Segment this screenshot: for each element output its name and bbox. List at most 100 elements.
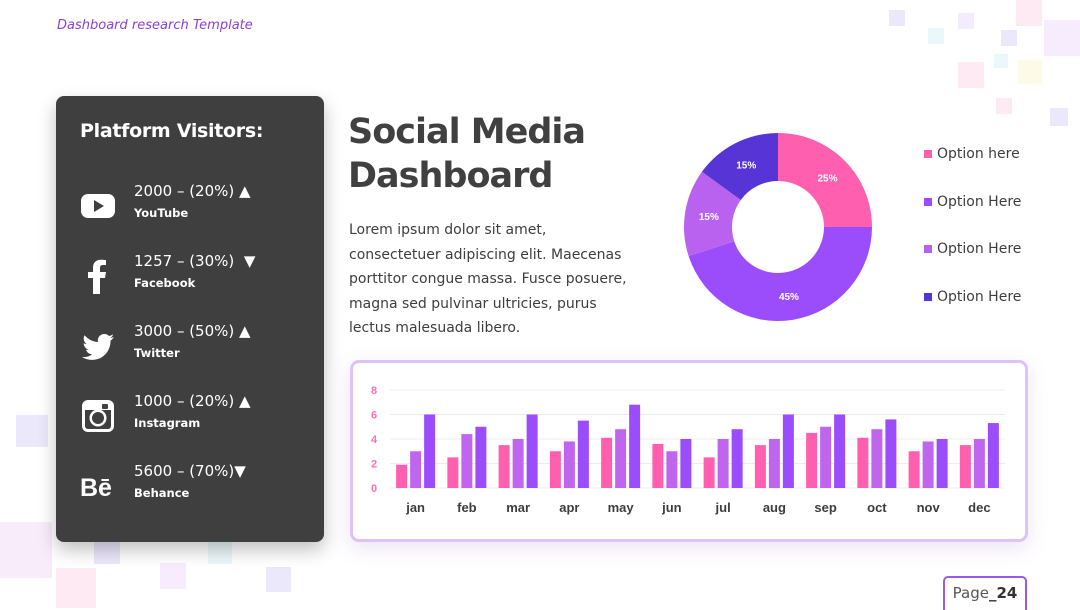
platform-name: Instagram [134,416,201,430]
platform-visitors-title: Platform Visitors: [80,120,264,142]
bar [782,414,794,488]
platform-row-facebook: 1257 – (30%) ▼ Facebook [80,252,310,302]
bar [629,404,641,488]
legend-swatch [924,292,932,301]
x-tick-label: dec [968,500,990,515]
trend-up-icon: ▲ [239,392,251,410]
x-tick-label: aug [763,500,786,515]
x-tick-label: jan [405,500,425,515]
behance-icon: Bē [80,468,116,504]
platform-name: Facebook [134,276,196,290]
legend-swatch [924,150,932,158]
bar [424,414,436,488]
bar [601,437,613,488]
bar [512,439,524,488]
decorative-square [1001,30,1017,46]
bar [871,429,883,488]
platform-row-instagram: 1000 – (20%) ▲ Instagram [80,392,310,442]
y-tick-label: 2 [371,459,377,471]
bar [396,464,408,488]
legend-swatch [924,245,932,254]
bar [959,445,971,488]
bar [922,441,934,488]
decorative-square [889,10,905,26]
decorative-square [1018,60,1042,84]
bar [936,439,948,488]
legend-item: Option Here [924,285,1021,333]
decorative-square [958,62,984,88]
platform-name: Behance [134,486,190,500]
legend-item: Option here [924,142,1021,190]
decorative-square [56,568,96,608]
decorative-square [160,563,186,589]
decorative-square [996,98,1012,114]
decorative-square [1050,108,1068,126]
bar [410,451,422,488]
bar [703,457,715,488]
decorative-square [928,28,944,44]
platform-stat: 1257 – (30%) ▼ [134,252,256,270]
platform-row-behance: Bē 5600 – (70%)▼ Behance [80,462,310,512]
legend-item: Option Here [924,237,1021,285]
platform-row-twitter: 3000 – (50%) ▲ Twitter [80,322,310,372]
bar [615,429,627,488]
svg-text:Bē: Bē [80,474,112,502]
donut-slice [778,133,872,227]
decorative-square [16,415,48,447]
bar [549,451,561,488]
y-tick-label: 8 [371,385,377,397]
platform-name: YouTube [134,206,189,220]
x-tick-label: nov [917,500,941,515]
decorative-square [0,522,52,578]
x-tick-label: sep [814,500,836,515]
x-tick-label: jun [661,500,682,515]
platform-row-youtube: 2000 – (20%) ▲ YouTube [80,182,310,232]
platform-name: Twitter [134,346,180,360]
page-title: Social Media Dashboard [348,110,648,198]
legend-item: Option Here [924,190,1021,238]
description-text: Lorem ipsum dolor sit amet, consectetuer… [349,222,627,336]
decorative-square [1044,20,1080,56]
bar [754,445,766,488]
donut-slice-label: 15% [699,212,719,223]
donut-slice [688,227,872,321]
trend-down-icon: ▼ [234,462,246,480]
bar [447,457,459,488]
x-tick-label: mar [506,500,530,515]
legend-swatch [924,197,932,206]
bar [857,437,869,488]
legend-label: Option Here [937,241,1022,258]
y-tick-label: 0 [371,483,377,495]
bar [461,434,473,488]
bar [717,439,729,488]
bar [987,423,999,488]
decorative-square [1016,0,1042,26]
page-title-line: Social Media [348,112,586,152]
bar [498,445,510,488]
bar [806,432,818,488]
bar [973,439,985,488]
page-number-badge: Page_24 [943,576,1027,610]
platform-visitors-card: Platform Visitors: 2000 – (20%) ▲ YouTub… [56,96,324,542]
donut-slice-label: 15% [736,161,756,172]
template-tag: Dashboard research Template [57,18,253,33]
bar [768,439,780,488]
bar [908,451,920,488]
page-title-line: Dashboard [348,156,553,196]
bar [731,429,743,488]
donut-chart: 25% 45% 15% 15% [684,133,872,321]
donut-slice [701,133,778,200]
bar-chart: 0 2 4 6 8 jan feb mar apr may jun jul aug sep oct nov de… [371,385,1005,515]
donut-slice [684,171,741,257]
facebook-icon [80,258,116,294]
bar [475,426,487,488]
x-tick-label: oct [867,500,887,515]
y-tick-label: 6 [371,410,377,422]
chart-legend: Option here Option Here Option Here Opti… [924,142,1021,332]
legend-label: Option Here [937,193,1022,210]
donut-slice-label: 25% [817,174,837,185]
bar [563,441,575,488]
bar [652,443,664,488]
x-tick-label: may [608,500,635,515]
bar [885,419,897,488]
